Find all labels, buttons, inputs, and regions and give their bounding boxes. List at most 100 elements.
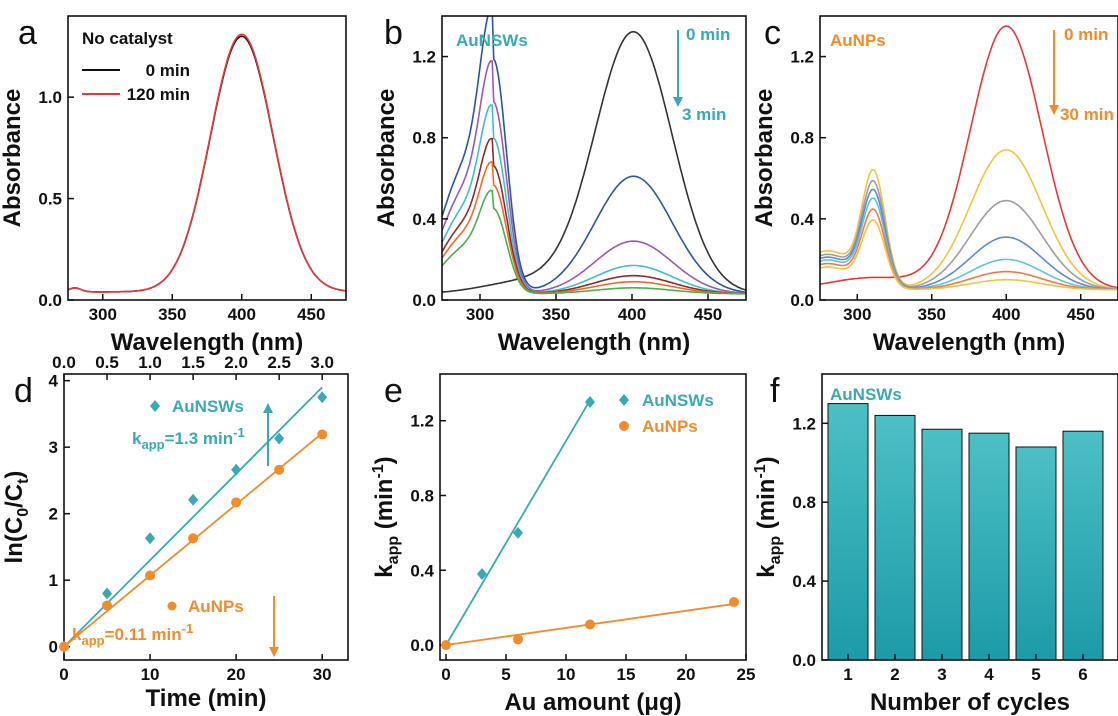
panel-b-xtick-label-0: 300 [466, 305, 494, 324]
panel-c-series-line-3 [820, 188, 1118, 291]
panel-f-title: AuNSWs [830, 385, 902, 404]
panel-a-legend-title: No catalyst [82, 29, 173, 48]
panel-a: 300 350 400 450 0.0 0.5 1.0 Wavelength (nm) Abso… [0, 14, 347, 356]
panel-e-point-1-2 [585, 619, 595, 630]
panel-f-ytick-label-3: 1.2 [792, 414, 816, 433]
panel-c-frame [819, 15, 1118, 301]
panel-d-point-0-5 [274, 432, 285, 445]
panel-a-ytick-label-1: 0.5 [38, 190, 62, 209]
panel-d-ylabel: ln(C0/Ct) [1, 471, 32, 564]
panel-c-series-line-6 [820, 219, 1118, 291]
panel-d-legend-label-0: AuNSWs [172, 397, 244, 416]
panel-b-series-line-4 [442, 137, 746, 295]
panel-e-legend-marker-0 [619, 394, 629, 406]
panel-f-bar-2 [921, 428, 963, 661]
panel-d-top-xtick-label-0: 0.0 [52, 353, 76, 372]
panel-d-rate-label-0: kapp=1.3 min-1 [132, 425, 245, 452]
panel-c-xtick-label-3: 450 [1067, 305, 1095, 324]
panel-f-xtick-label-2: 3 [937, 665, 946, 684]
panel-d-point-1-1 [102, 600, 113, 611]
panel-a-label: a [18, 14, 37, 52]
panel-a-frame [67, 15, 347, 301]
panel-d-ytick-label-4: 4 [49, 372, 59, 391]
panel-b-xtick-label-3: 450 [694, 305, 722, 324]
panel-f-xtick-label-3: 4 [984, 665, 994, 684]
panel-d-xlabel: Time (min) [146, 685, 267, 712]
panel-b-arrow-start-label: 0 min [686, 25, 730, 44]
panel-e-point-1-1 [513, 634, 523, 645]
panel-a-series-line-0 [68, 35, 346, 293]
panel-b-ytick-label-3: 1.2 [412, 48, 436, 67]
panel-f-ytick-label-0: 0.0 [792, 651, 816, 670]
panel-f-ytick-label-1: 0.4 [792, 572, 816, 591]
panel-f-ylabel: kapp (min-1) [752, 456, 784, 577]
panel-f-xtick-label-0: 1 [843, 665, 852, 684]
panel-d-point-1-6 [317, 429, 328, 440]
panel-a-xtick-label-1: 350 [158, 305, 186, 324]
panel-f-bar-0 [827, 403, 869, 661]
panel-c-ytick-label-2: 0.8 [790, 129, 814, 148]
panel-f-frame [821, 373, 1118, 661]
panel-d-ytick-label-2: 2 [49, 505, 58, 524]
panel-f-label: f [770, 372, 780, 410]
panel-d-point-1-3 [188, 533, 199, 544]
panel-e-legend-label-0: AuNSWs [642, 391, 714, 410]
panel-e-ytick-label-2: 0.8 [410, 487, 434, 506]
panel-d: 0 10 20 30 0.0 0.5 1.0 1.5 2.0 2.5 3.0 0 1 2 3 4 Time (m… [1, 353, 349, 712]
panel-d-point-0-6 [317, 391, 328, 404]
panel-f-bar-3 [968, 432, 1010, 661]
panel-c-xlabel: Wavelength (nm) [873, 329, 1065, 356]
panel-c-series-line-4 [820, 197, 1118, 291]
panel-a-legend-label-0: 0 min [146, 61, 190, 80]
panel-d-top-xtick-label-1: 0.5 [95, 353, 119, 372]
panel-d-xtick-label-3: 30 [313, 665, 332, 684]
panel-c-ytick-label-3: 1.2 [790, 48, 814, 67]
panel-d-ytick-label-3: 3 [49, 438, 58, 457]
panel-e-xtick-label-0: 0 [441, 665, 450, 684]
panel-e-xtick-label-5: 25 [737, 665, 756, 684]
panel-a-ytick-label-2: 1.0 [38, 88, 62, 107]
panel-c-ytick-label-1: 0.4 [790, 210, 814, 229]
panel-c-label: c [764, 14, 781, 52]
panel-b-ytick-label-0: 0.0 [412, 291, 436, 310]
panel-e-ylabel: kapp (min-1) [370, 456, 402, 577]
panel-e-point-0-0 [477, 568, 487, 581]
panel-b-title: AuNSWs [456, 31, 528, 50]
panel-f: 1 2 3 4 5 6 0.0 0.4 0.8 1.2 Number of cycles kapp (… [752, 372, 1118, 716]
panel-e-point-0-1 [513, 526, 523, 539]
panel-f-xlabel: Number of cycles [870, 689, 1070, 716]
panel-d-top-xtick-label-4: 2.0 [224, 353, 248, 372]
panel-a-ylabel: Absorbance [0, 89, 26, 228]
panel-c-ytick-label-0: 0.0 [790, 291, 814, 310]
panel-e-ytick-label-1: 0.4 [410, 561, 434, 580]
panel-c-arrow-end-label: 30 min [1060, 105, 1114, 124]
panel-b-ylabel: Absorbance [373, 89, 400, 228]
panel-d-point-0-4 [231, 463, 242, 476]
panel-d-legend-marker-1 [167, 601, 177, 611]
panel-d-top-xtick-label-3: 1.5 [181, 353, 205, 372]
panel-d-top-xtick-label-6: 3.0 [310, 353, 334, 372]
panel-c-series-line-1 [820, 149, 1118, 290]
panel-f-xtick-label-4: 5 [1031, 665, 1040, 684]
panel-d-point-0-3 [188, 493, 199, 506]
panel-c-xtick-label-1: 350 [918, 305, 946, 324]
panel-e-frame [439, 373, 747, 661]
panel-b-ytick-label-2: 0.8 [412, 129, 436, 148]
panel-d-point-1-4 [231, 497, 242, 508]
panel-e-legend-marker-1 [619, 421, 629, 431]
panel-f-xtick-label-1: 2 [890, 665, 899, 684]
panel-e-point-1-3 [729, 597, 739, 608]
panel-d-legend-label-1: AuNPs [188, 597, 244, 616]
panel-b-series-line-0 [442, 30, 746, 293]
panel-e-ytick-label-0: 0.0 [410, 636, 434, 655]
panel-e-label: e [384, 372, 403, 410]
panel-e-xtick-label-3: 15 [617, 665, 636, 684]
panel-c-title: AuNPs [830, 31, 886, 50]
panel-d-point-1-5 [274, 464, 285, 475]
panel-d-point-1-2 [145, 570, 156, 581]
panel-d-point-0-2 [145, 532, 156, 545]
panel-e-xtick-label-2: 10 [557, 665, 576, 684]
panel-b-label: b [384, 14, 403, 52]
panel-b-arrow-end-label: 3 min [682, 105, 726, 124]
